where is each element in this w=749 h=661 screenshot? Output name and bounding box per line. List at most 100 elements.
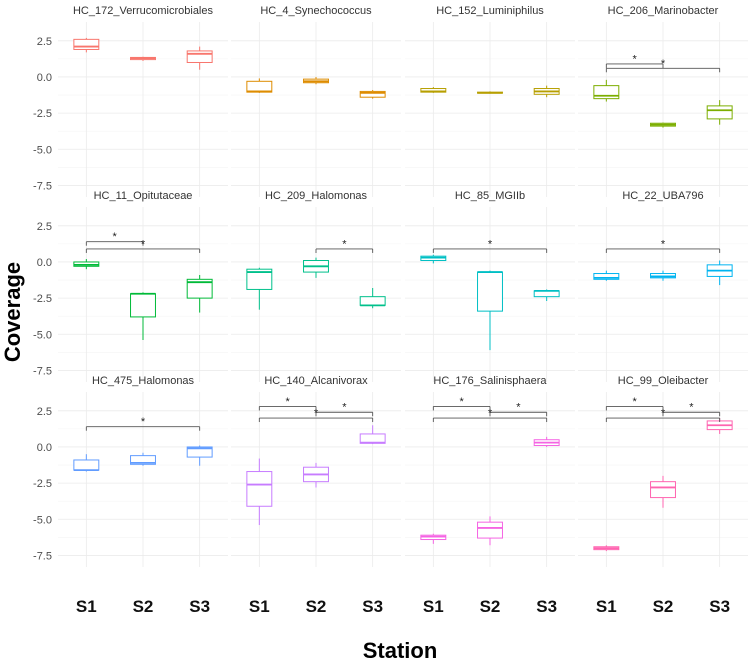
facet-panel: HC_206_Marinobacter * *	[578, 5, 748, 197]
y-tick-label: -2.5	[33, 108, 52, 120]
facet-panel: HC_140_Alcanivorax * * * S1 S2 S3	[231, 375, 401, 616]
significance-bracket: *	[432, 238, 548, 253]
y-tick-label: 2.5	[37, 221, 52, 233]
boxplot-S1	[420, 533, 447, 544]
box-iqr	[130, 455, 156, 465]
box-iqr	[477, 521, 503, 539]
box-iqr	[650, 481, 676, 499]
boxplot-S1	[246, 267, 273, 310]
significance-label: *	[633, 396, 638, 408]
significance-label: *	[661, 238, 666, 250]
significance-label: *	[342, 402, 347, 414]
facet-title: HC_11_Opitutaceae	[94, 190, 193, 202]
boxplot-S1	[420, 254, 447, 264]
boxplot-S3	[533, 289, 560, 302]
significance-bracket: *	[605, 238, 721, 253]
y-tick-label: 0.0	[37, 442, 52, 454]
boxplot-S3	[706, 260, 733, 286]
y-tick-label: -5.0	[33, 514, 52, 526]
y-tick-label: -7.5	[33, 180, 52, 192]
box-iqr	[359, 296, 386, 306]
box-iqr	[73, 459, 100, 471]
significance-label: *	[113, 231, 118, 243]
boxplot-S2	[650, 270, 676, 281]
x-tick-label: S2	[133, 597, 154, 616]
boxplot-S3	[359, 425, 386, 445]
x-tick-label: S2	[480, 597, 501, 616]
facet-title: HC_176_Salinisphaera	[433, 375, 547, 387]
significance-bracket: *	[662, 402, 721, 417]
box-iqr	[186, 278, 213, 299]
facet-panel: HC_176_Salinisphaera * * * S1 S2 S3	[405, 375, 575, 616]
significance-bracket: *	[85, 416, 201, 431]
significance-bracket: *	[85, 231, 144, 246]
boxplot-S1	[73, 259, 100, 270]
box-iqr	[593, 85, 620, 100]
significance-label: *	[661, 408, 666, 420]
significance-bracket: *	[489, 402, 548, 417]
x-tick-label: S3	[189, 597, 210, 616]
significance-bracket: *	[258, 396, 317, 411]
facet-panel: HC_152_Luminiphilus	[405, 5, 575, 197]
x-tick-label: S1	[596, 597, 617, 616]
boxplot-S1	[593, 270, 620, 281]
boxplot-S2	[477, 270, 503, 351]
facet-panel: HC_475_Halomonas * 2.5 0.0 -2.5 -5.0 -7.5 S1 S2 S…	[33, 375, 228, 616]
boxplot-S2	[650, 475, 676, 508]
y-tick-label: -7.5	[33, 550, 52, 562]
boxplot-S2	[130, 452, 156, 466]
facet-panel: HC_99_Oleibacter * * * S1 S2 S3	[578, 375, 748, 616]
boxplot-S3	[533, 85, 560, 98]
x-tick-label: S1	[249, 597, 270, 616]
facet-title: HC_99_Oleibacter	[618, 375, 709, 387]
boxplot-S2	[130, 292, 156, 341]
boxplot-S3	[186, 46, 213, 70]
significance-bracket: *	[432, 408, 548, 423]
boxplot-S2	[130, 56, 156, 62]
box-iqr	[73, 38, 100, 50]
facet-panel: HC_172_Verrucomicrobiales 2.5 0.0 -2.5 -5.0 -…	[33, 5, 228, 197]
y-tick-label: -5.0	[33, 329, 52, 341]
significance-label: *	[661, 58, 666, 70]
x-tick-label: S2	[653, 597, 674, 616]
significance-label: *	[488, 408, 493, 420]
x-tick-label: S1	[423, 597, 444, 616]
x-tick-label: S3	[362, 597, 383, 616]
significance-bracket: *	[258, 408, 374, 423]
boxplot-S1	[246, 78, 273, 93]
y-tick-label: -2.5	[33, 293, 52, 305]
significance-bracket: *	[315, 238, 374, 253]
significance-label: *	[516, 402, 521, 414]
x-tick-label: S1	[76, 597, 97, 616]
boxplot-S2	[477, 91, 503, 94]
y-tick-label: -7.5	[33, 365, 52, 377]
facet-title: HC_140_Alcanivorax	[264, 375, 368, 387]
facet-panel: HC_85_MGIIb *	[405, 190, 575, 382]
boxplot-S1	[73, 454, 100, 472]
facet-title: HC_172_Verrucomicrobiales	[73, 5, 214, 17]
facet-panels: HC_172_Verrucomicrobiales 2.5 0.0 -2.5 -5.0 -…	[33, 5, 748, 616]
significance-bracket: *	[605, 53, 664, 68]
x-axis-label: Station	[363, 638, 438, 661]
significance-bracket: *	[605, 408, 721, 423]
y-tick-label: 2.5	[37, 406, 52, 418]
box-iqr	[246, 471, 273, 507]
boxplot-S1	[593, 79, 620, 102]
y-axis-label: Coverage	[0, 262, 25, 362]
facet-panel: HC_22_UBA796 *	[578, 190, 748, 382]
facet-title: HC_4_Synechococcus	[260, 5, 372, 17]
facet-title: HC_475_Halomonas	[92, 375, 195, 387]
significance-label: *	[488, 238, 493, 250]
box-iqr	[246, 80, 273, 93]
significance-label: *	[141, 238, 146, 250]
significance-label: *	[141, 416, 146, 428]
boxplot-S3	[186, 274, 213, 313]
box-iqr	[186, 446, 213, 458]
significance-label: *	[342, 238, 347, 250]
box-iqr	[477, 271, 503, 312]
boxplot-S1	[246, 458, 273, 526]
significance-bracket: *	[432, 396, 491, 411]
facet-title: HC_22_UBA796	[622, 190, 703, 202]
boxplot-S1	[73, 37, 100, 53]
